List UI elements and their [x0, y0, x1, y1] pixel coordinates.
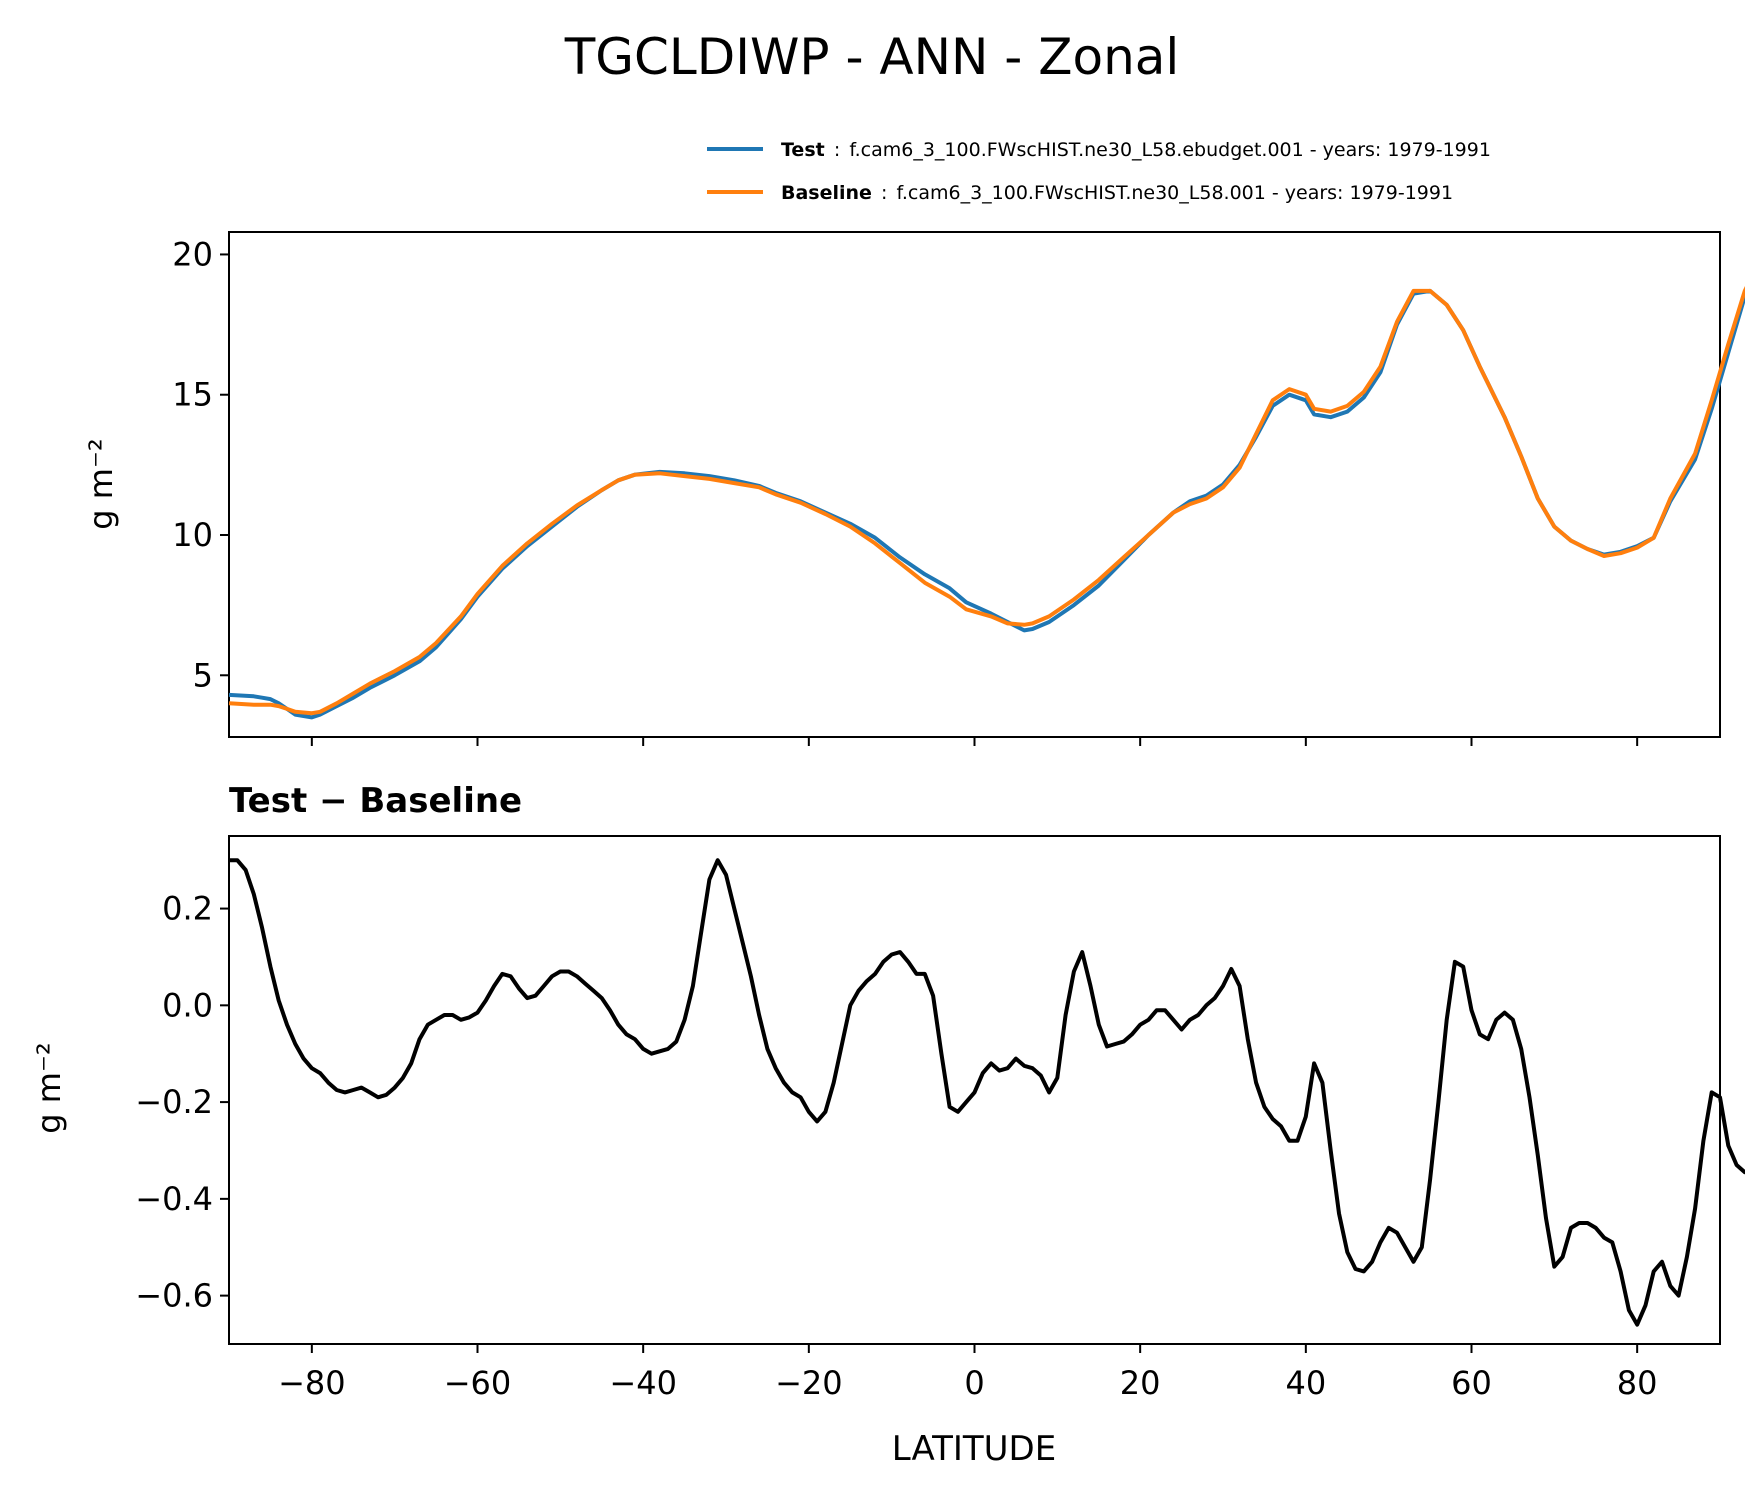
bottom-xtick-label: 20 [1120, 1364, 1161, 1402]
top-ytick-label: 15 [172, 376, 213, 414]
top-series-test [228, 288, 1745, 720]
figure-title: TGCLDIWP - ANN - Zonal [564, 28, 1180, 86]
bottom-xtick-label: −60 [444, 1364, 512, 1402]
bottom-xtick-label: 80 [1617, 1364, 1658, 1402]
top-series-baseline [228, 285, 1745, 716]
top-ytick-label: 20 [172, 235, 213, 273]
bottom-series-test-baseline [229, 858, 1745, 1327]
bottom-ytick-label: −0.4 [135, 1180, 213, 1218]
legend-test-label: Test : f.cam6_3_100.FWscHIST.ne30_L58.eb… [781, 139, 1491, 161]
top-panel: 5 10 15 20 g m⁻² [82, 231, 1745, 746]
bottom-xtick-label: 60 [1451, 1364, 1492, 1402]
bottom-ylabel: g m⁻² [30, 1042, 68, 1133]
top-plot-frame [228, 231, 1721, 738]
legend-test-name: Test [781, 139, 825, 161]
legend-test-text: f.cam6_3_100.FWscHIST.ne30_L58.ebudget.0… [849, 139, 1491, 161]
bottom-ytick-label: −0.6 [135, 1277, 213, 1315]
legend-test-sep: : [834, 139, 840, 161]
top-ylabel: g m⁻² [82, 438, 120, 529]
bottom-xtick-label: −20 [775, 1364, 843, 1402]
bottom-ytick-label: 0.0 [162, 986, 213, 1024]
x-axis-label: LATITUDE [892, 1429, 1056, 1469]
bottom-subtitle: Test − Baseline [229, 781, 522, 821]
legend: Test : f.cam6_3_100.FWscHIST.ne30_L58.eb… [707, 139, 1491, 204]
legend-baseline-label: Baseline : f.cam6_3_100.FWscHIST.ne30_L5… [781, 182, 1453, 204]
legend-baseline-text: f.cam6_3_100.FWscHIST.ne30_L58.001 - yea… [897, 182, 1454, 204]
bottom-xtick-label: 40 [1285, 1364, 1326, 1402]
bottom-panel: Test − Baseline −0.6 −0.4 −0.2 0.0 0.2 −80 −6… [30, 781, 1745, 1469]
bottom-xtick-label: −80 [278, 1364, 346, 1402]
legend-baseline-name: Baseline [781, 182, 872, 204]
bottom-xtick-label: −40 [609, 1364, 677, 1402]
bottom-xtick-label: 0 [964, 1364, 984, 1402]
legend-baseline-sep: : [881, 182, 887, 204]
top-ytick-label: 5 [193, 656, 213, 694]
bottom-ytick-label: 0.2 [162, 890, 213, 928]
bottom-ytick-label: −0.2 [135, 1083, 213, 1121]
top-ytick-label: 10 [172, 516, 213, 554]
